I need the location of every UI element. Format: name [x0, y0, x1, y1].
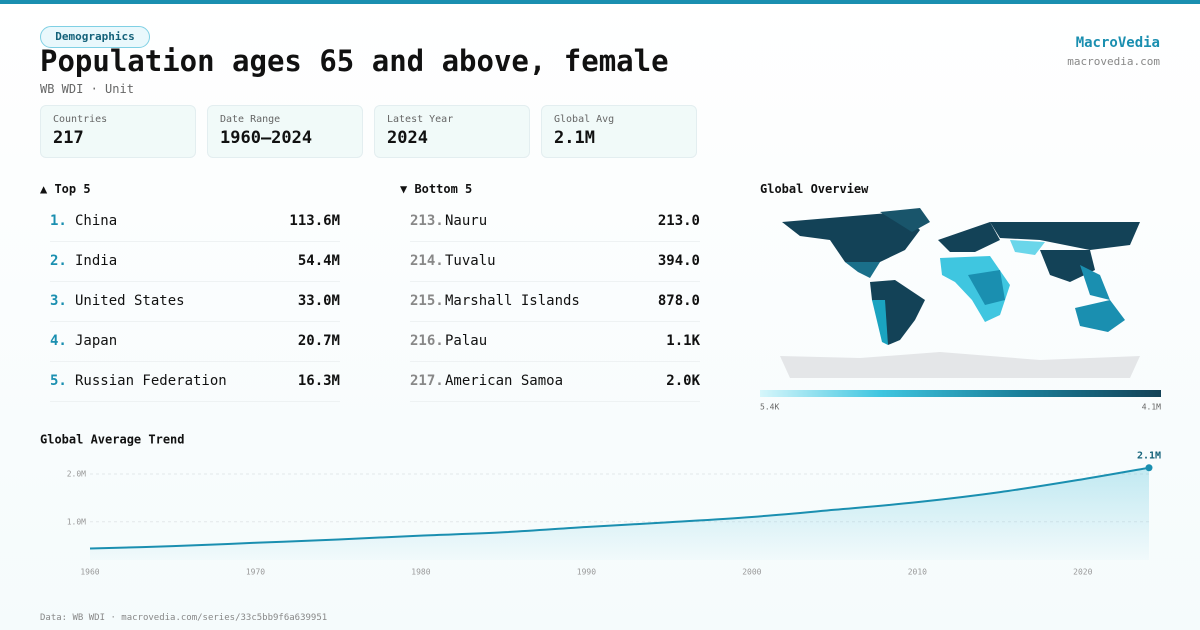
- stat-value: 2.1M: [554, 128, 595, 148]
- map-region: [968, 270, 1005, 305]
- color-legend: [760, 390, 1161, 397]
- rank: 214.: [410, 253, 444, 269]
- stat-label: Countries: [53, 114, 108, 125]
- rank: 2.: [50, 253, 67, 269]
- footer: Data: WB WDI · macrovedia.com/series/33c…: [40, 613, 328, 623]
- country-name: Palau: [445, 333, 488, 349]
- list-row[interactable]: 214. Tuvalu 394.0: [410, 241, 700, 282]
- map-region: [1010, 240, 1045, 255]
- end-point: [1145, 464, 1153, 472]
- x-tick-label: 1980: [411, 568, 430, 577]
- world-map: [780, 208, 1140, 378]
- section-title: ▲ Top 5: [40, 182, 91, 196]
- map-region: [782, 212, 920, 268]
- stat-label: Latest Year: [387, 114, 454, 125]
- stat-value: 217: [53, 128, 84, 148]
- stat-card: Date Range 1960–2024: [207, 105, 363, 158]
- x-tick-label: 2010: [908, 568, 927, 577]
- stat-value: 2024: [387, 128, 428, 148]
- subtitle: WB WDI · Unit: [40, 82, 134, 96]
- country-name: India: [75, 253, 118, 269]
- category-tag: Demographics: [40, 26, 150, 48]
- country-value: 2.0K: [666, 373, 700, 389]
- page-title: Population ages 65 and above, female: [40, 44, 669, 78]
- map-region: [1040, 250, 1095, 282]
- stat-label: Global Avg: [554, 114, 615, 125]
- country-value: 878.0: [657, 293, 700, 309]
- map-region: [938, 222, 1000, 252]
- value-label: 2.1M: [1137, 451, 1161, 462]
- country-value: 20.7M: [297, 333, 340, 349]
- top-bar: [0, 0, 1200, 4]
- country-name: United States: [75, 293, 185, 309]
- map-region: [880, 208, 930, 232]
- list-row[interactable]: 1. China 113.6M: [50, 201, 340, 242]
- rank: 4.: [50, 333, 67, 349]
- rank: 216.: [410, 333, 444, 349]
- map-region: [872, 300, 888, 345]
- list-row[interactable]: 4. Japan 20.7M: [50, 321, 340, 362]
- y-tick-label: 2.0M: [67, 469, 86, 478]
- stat-value: 1960–2024: [220, 128, 313, 148]
- list-row[interactable]: 2. India 54.4M: [50, 241, 340, 282]
- map-region: [990, 222, 1140, 250]
- map-region: [845, 262, 880, 278]
- map-region: [1080, 265, 1110, 300]
- country-name: Russian Federation: [75, 373, 227, 389]
- trend-area: [90, 467, 1149, 560]
- map-region: [780, 352, 1140, 378]
- x-tick-label: 1990: [577, 568, 596, 577]
- chart-title: Global Average Trend: [40, 433, 185, 447]
- country-value: 213.0: [657, 213, 700, 229]
- x-tick-label: 2000: [742, 568, 761, 577]
- rank: 3.: [50, 293, 67, 309]
- country-name: Nauru: [445, 213, 488, 229]
- stat-label: Date Range: [220, 114, 281, 125]
- country-name: Marshall Islands: [445, 293, 580, 309]
- country-value: 1.1K: [666, 333, 700, 349]
- rank: 5.: [50, 373, 67, 389]
- country-value: 113.6M: [289, 213, 340, 229]
- x-tick-label: 2020: [1073, 568, 1092, 577]
- rank: 215.: [410, 293, 444, 309]
- stat-card: Global Avg 2.1M: [541, 105, 697, 158]
- country-name: China: [75, 213, 118, 229]
- x-tick-label: 1960: [80, 568, 99, 577]
- list-row[interactable]: 3. United States 33.0M: [50, 281, 340, 322]
- country-value: 394.0: [657, 253, 700, 269]
- country-name: American Samoa: [445, 373, 564, 389]
- stat-card: Latest Year 2024: [374, 105, 530, 158]
- x-tick-label: 1970: [246, 568, 265, 577]
- rank: 213.: [410, 213, 444, 229]
- country-value: 54.4M: [297, 253, 340, 269]
- list-row[interactable]: 216. Palau 1.1K: [410, 321, 700, 362]
- brand[interactable]: MacroVedia: [1075, 35, 1160, 51]
- trend-line: [89, 466, 1150, 550]
- map-region: [1075, 300, 1125, 332]
- legend-min: 5.4K: [760, 403, 779, 412]
- list-row[interactable]: 213. Nauru 213.0: [410, 201, 700, 242]
- list-row[interactable]: 5. Russian Federation 16.3M: [50, 361, 340, 402]
- rank: 1.: [50, 213, 67, 229]
- list-row[interactable]: 215. Marshall Islands 878.0: [410, 281, 700, 322]
- stat-card: Countries 217: [40, 105, 196, 158]
- legend-max: 4.1M: [1142, 403, 1161, 412]
- country-name: Tuvalu: [445, 253, 496, 269]
- site[interactable]: macrovedia.com: [1067, 55, 1160, 68]
- list-row[interactable]: 217. American Samoa 2.0K: [410, 361, 700, 402]
- section-title: Global Overview: [760, 182, 869, 196]
- y-tick-label: 1.0M: [67, 517, 86, 526]
- section-title: ▼ Bottom 5: [400, 182, 473, 196]
- country-value: 33.0M: [297, 293, 340, 309]
- country-value: 16.3M: [297, 373, 340, 389]
- trend-chart: 1.0M 2.0M 1960 1970 1980 1990 2000 2010 2020 2.1M: [67, 451, 1161, 577]
- country-name: Japan: [75, 333, 118, 349]
- rank: 217.: [410, 373, 444, 389]
